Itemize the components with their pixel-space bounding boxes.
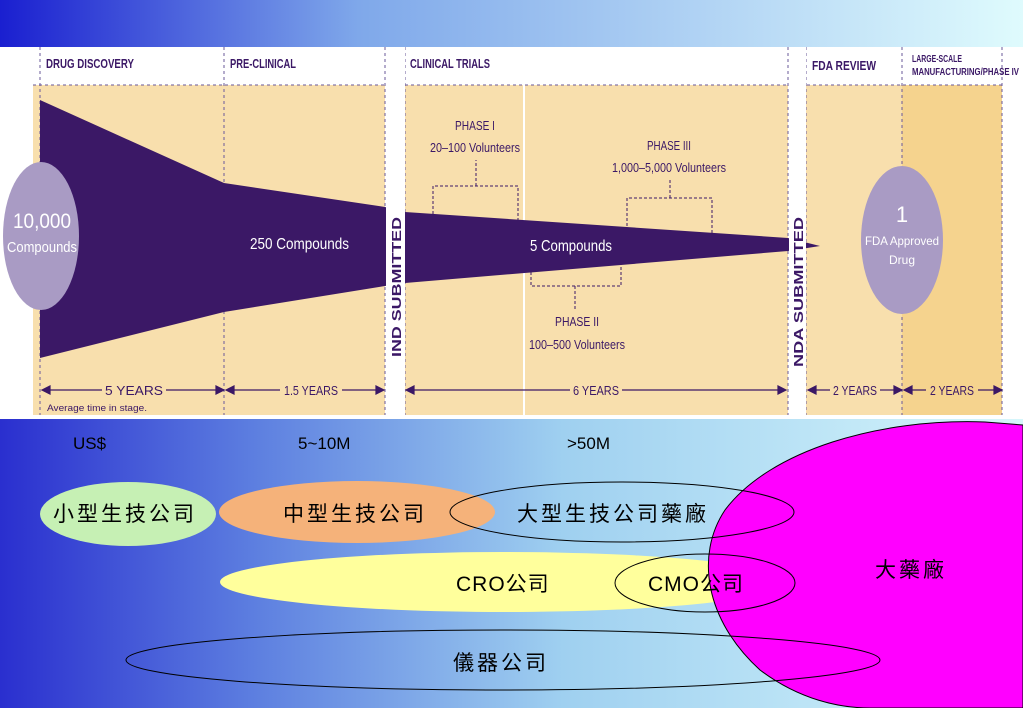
header-manufacturing-line1: LARGE-SCALE [912,54,962,65]
phase2-volunteers: 100–500 Volunteers [529,337,625,352]
start-count: 10,000 [13,210,71,233]
big-pharma-shape [707,421,1023,708]
duration-arrows [40,385,1004,395]
big-pharma-label: 大藥廠 [875,559,947,582]
header-drug-discovery: DRUG DISCOVERY [46,56,134,71]
phase-brackets [432,160,713,310]
stage-headers: DRUG DISCOVERY PRE-CLINICAL CLINICAL TRI… [46,54,1019,78]
ind-column [386,47,405,419]
funnel-label-5: 5 Compounds [530,238,612,255]
cro-label: CRO公司 [456,573,550,596]
funding-high: >50M [567,434,610,453]
duration-clinical: 6 YEARS [573,383,619,398]
start-label: Compounds [7,239,77,256]
nda-submitted-label: NDA SUBMITTED [791,217,806,367]
phase1-name: PHASE I [455,118,495,133]
duration-manufacturing: 2 YEARS [930,383,974,398]
instrument-label: 儀器公司 [453,652,549,675]
drug-pipeline-diagram: DRUG DISCOVERY PRE-CLINICAL CLINICAL TRI… [0,47,1023,419]
cro-ellipse [220,552,788,612]
cmo-label: CMO公司 [648,573,744,596]
phase2-name: PHASE II [555,314,599,329]
footnote: Average time in stage. [47,403,147,413]
large-biotech-label: 大型生技公司藥廠 [517,503,709,526]
mid-biotech-label: 中型生技公司 [283,503,427,526]
duration-fda-review: 2 YEARS [833,383,877,398]
funding-scale: US$ 5~10M >50M [73,434,610,453]
start-circle [3,162,79,310]
ind-submitted-label: IND SUBMITTED [389,217,404,357]
header-pre-clinical: PRE-CLINICAL [230,56,296,71]
end-circle [861,166,943,314]
phase1-volunteers: 20–100 Volunteers [430,140,520,155]
company-landscape [40,421,1023,708]
cmo-ellipse [614,553,796,613]
funnel-label-250: 250 Compounds [250,236,349,253]
end-count: 1 [896,202,908,227]
duration-drug-discovery: 5 YEARS [105,383,163,398]
phase-labels: PHASE I 20–100 Volunteers PHASE III 1,00… [430,118,726,352]
small-biotech-ellipse [40,482,216,546]
phase3-volunteers: 1,000–5,000 Volunteers [612,160,726,175]
end-label-line1: FDA Approved [865,234,939,248]
duration-pre-clinical: 1.5 YEARS [284,383,338,398]
duration-labels: 5 YEARS 1.5 YEARS 6 YEARS 2 YEARS 2 YEAR… [105,383,974,398]
end-label-line2: Drug [889,253,915,267]
header-manufacturing-line2: MANUFACTURING/PHASE IV [912,67,1019,78]
small-biotech-label: 小型生技公司 [53,503,197,526]
phase3-name: PHASE III [647,138,691,153]
funding-currency: US$ [73,434,107,453]
company-labels: 小型生技公司 中型生技公司 大型生技公司藥廠 大藥廠 CRO公司 CMO公司 儀… [53,503,947,675]
title-bar [0,0,1023,47]
instrument-ellipse [125,629,881,691]
header-fda-review: FDA REVIEW [812,58,877,73]
header-clinical-trials: CLINICAL TRIALS [410,56,490,71]
mid-biotech-ellipse [219,481,495,543]
funding-mid: 5~10M [298,434,350,453]
funnel-shape [40,100,820,358]
large-biotech-ellipse [449,481,795,543]
nda-column [789,47,806,419]
